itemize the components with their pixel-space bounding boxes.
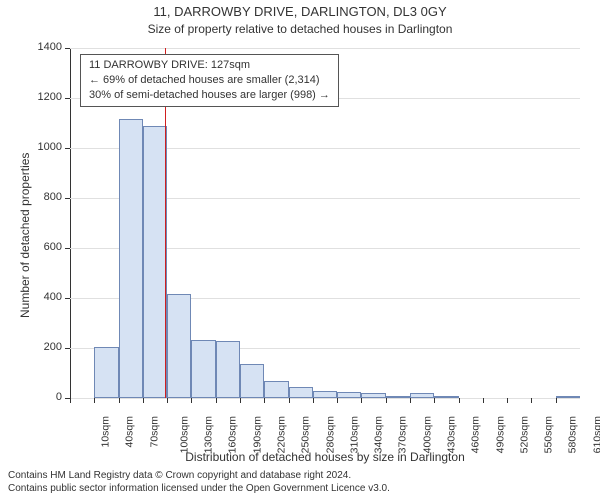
histogram-bar — [94, 347, 118, 398]
histogram-bar — [143, 126, 167, 398]
x-tick — [410, 398, 411, 403]
y-tick-label: 600 — [28, 241, 62, 253]
x-tick — [167, 398, 168, 403]
y-tick-label: 1000 — [28, 141, 62, 153]
y-tick-label: 0 — [28, 391, 62, 403]
x-tick — [337, 398, 338, 403]
y-tick-label: 1200 — [28, 91, 62, 103]
y-tick-label: 400 — [28, 291, 62, 303]
x-tick — [289, 398, 290, 403]
chart-container: 11, DARROWBY DRIVE, DARLINGTON, DL3 0GY … — [0, 0, 600, 500]
x-tick-label: 310sqm — [348, 416, 360, 453]
y-tick-label: 800 — [28, 191, 62, 203]
x-tick-label: 70sqm — [148, 416, 160, 448]
x-tick-label: 160sqm — [227, 416, 239, 453]
x-tick — [264, 398, 265, 403]
x-tick-label: 580sqm — [567, 416, 579, 453]
histogram-bar — [289, 387, 313, 398]
footer-line-2: Contains public sector information licen… — [8, 483, 390, 496]
x-tick-label: 550sqm — [543, 416, 555, 453]
x-tick-label: 10sqm — [100, 416, 112, 448]
x-tick — [531, 398, 532, 403]
histogram-bar — [240, 364, 264, 398]
histogram-bar — [191, 340, 215, 398]
y-tick — [65, 98, 70, 99]
histogram-bar — [337, 392, 361, 398]
histogram-bar — [216, 341, 240, 398]
x-tick-label: 400sqm — [421, 416, 433, 453]
x-tick-label: 340sqm — [373, 416, 385, 453]
x-tick — [119, 398, 120, 403]
x-tick — [434, 398, 435, 403]
y-tick — [65, 348, 70, 349]
x-tick — [386, 398, 387, 403]
footer-line-1: Contains HM Land Registry data © Crown c… — [8, 470, 351, 483]
histogram-bar — [434, 396, 458, 398]
x-tick-label: 190sqm — [251, 416, 263, 453]
x-tick — [143, 398, 144, 403]
histogram-bar — [313, 391, 337, 399]
y-tick-label: 200 — [28, 341, 62, 353]
annotation-line-2: ← 69% of detached houses are smaller (2,… — [89, 73, 330, 88]
histogram-bar — [361, 393, 385, 398]
x-tick — [556, 398, 557, 403]
annotation-box: 11 DARROWBY DRIVE: 127sqm ← 69% of detac… — [80, 54, 339, 107]
histogram-bar — [410, 393, 434, 399]
x-tick-label: 490sqm — [494, 416, 506, 453]
x-tick — [507, 398, 508, 403]
x-tick — [361, 398, 362, 403]
histogram-bar — [119, 119, 143, 399]
histogram-bar — [167, 294, 191, 398]
x-tick-label: 370sqm — [397, 416, 409, 453]
x-tick-label: 130sqm — [203, 416, 215, 453]
page-subtitle: Size of property relative to detached ho… — [0, 22, 600, 36]
x-tick — [459, 398, 460, 403]
y-tick-label: 1400 — [28, 41, 62, 53]
gridline — [70, 48, 580, 49]
histogram-bar — [264, 381, 288, 398]
x-tick — [313, 398, 314, 403]
x-tick-label: 100sqm — [178, 416, 190, 453]
histogram-bar — [386, 396, 410, 398]
y-tick — [65, 148, 70, 149]
x-tick — [191, 398, 192, 403]
gridline — [70, 398, 580, 399]
x-tick-label: 220sqm — [275, 416, 287, 453]
x-tick — [483, 398, 484, 403]
y-tick — [65, 298, 70, 299]
y-tick — [65, 198, 70, 199]
x-tick-label: 610sqm — [591, 416, 600, 453]
x-tick — [216, 398, 217, 403]
x-tick-label: 250sqm — [300, 416, 312, 453]
x-tick-label: 430sqm — [445, 416, 457, 453]
y-axis-line — [70, 48, 71, 398]
x-tick-label: 40sqm — [124, 416, 136, 448]
y-tick — [65, 248, 70, 249]
page-title: 11, DARROWBY DRIVE, DARLINGTON, DL3 0GY — [0, 4, 600, 19]
x-tick — [70, 398, 71, 403]
x-tick-label: 280sqm — [324, 416, 336, 453]
annotation-line-1: 11 DARROWBY DRIVE: 127sqm — [89, 58, 330, 73]
x-tick — [240, 398, 241, 403]
y-tick — [65, 48, 70, 49]
annotation-line-3: 30% of semi-detached houses are larger (… — [89, 88, 330, 103]
x-tick-label: 520sqm — [518, 416, 530, 453]
histogram-bar — [556, 396, 580, 398]
x-tick — [94, 398, 95, 403]
x-tick-label: 460sqm — [470, 416, 482, 453]
